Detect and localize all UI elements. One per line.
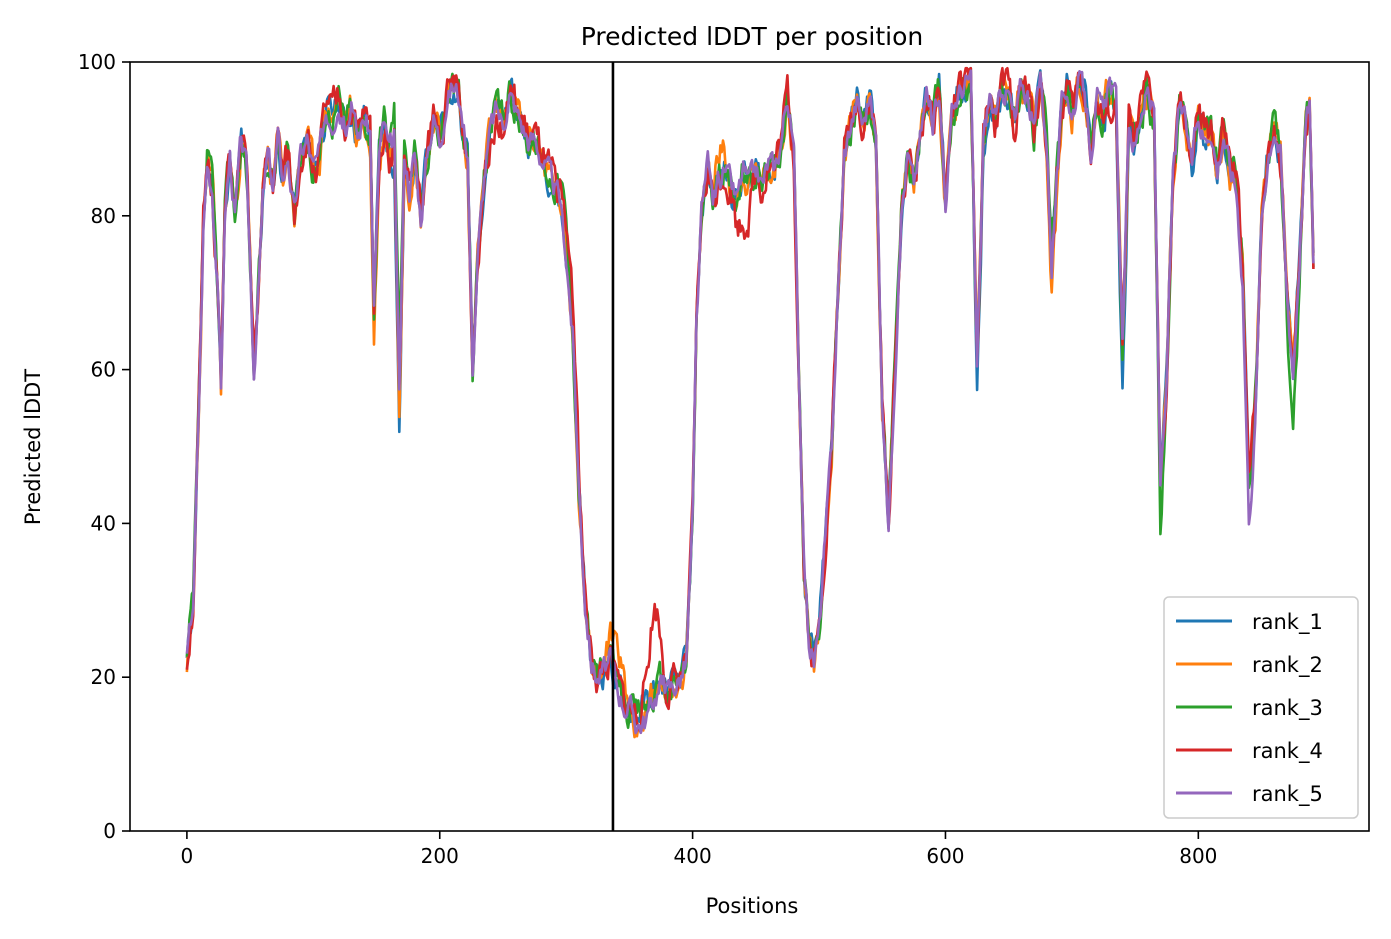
x-tick-label: 800: [1179, 844, 1217, 868]
legend-label-rank_4: rank_4: [1252, 739, 1323, 764]
y-tick-label: 0: [103, 819, 116, 843]
legend-label-rank_1: rank_1: [1252, 610, 1323, 635]
legend: rank_1 rank_2 rank_3 rank_4 rank_5: [1163, 596, 1359, 819]
plot-area: 0 200 400 600 800 0 20 40 60 80 100: [78, 50, 1370, 868]
y-tick-label: 100: [78, 50, 116, 74]
x-tick-label: 600: [926, 844, 964, 868]
legend-label-rank_5: rank_5: [1252, 782, 1323, 807]
legend-label-rank_3: rank_3: [1252, 696, 1323, 721]
y-axis-title: Predicted lDDT: [21, 369, 45, 525]
legend-label-rank_2: rank_2: [1252, 653, 1323, 678]
legend-box: [1163, 596, 1359, 819]
series-line-rank_5: [185, 69, 1315, 735]
chart-title: Predicted lDDT per position: [581, 22, 923, 51]
plot-frame: [129, 61, 1370, 832]
y-tick-label: 20: [91, 665, 116, 689]
y-tick-label: 40: [91, 511, 116, 535]
x-tick-label: 200: [421, 844, 459, 868]
x-tick-label: 0: [181, 844, 194, 868]
y-tick-label: 80: [91, 204, 116, 228]
x-axis-title: Positions: [706, 894, 799, 918]
x-tick-label: 400: [674, 844, 712, 868]
y-tick-label: 60: [91, 358, 116, 382]
